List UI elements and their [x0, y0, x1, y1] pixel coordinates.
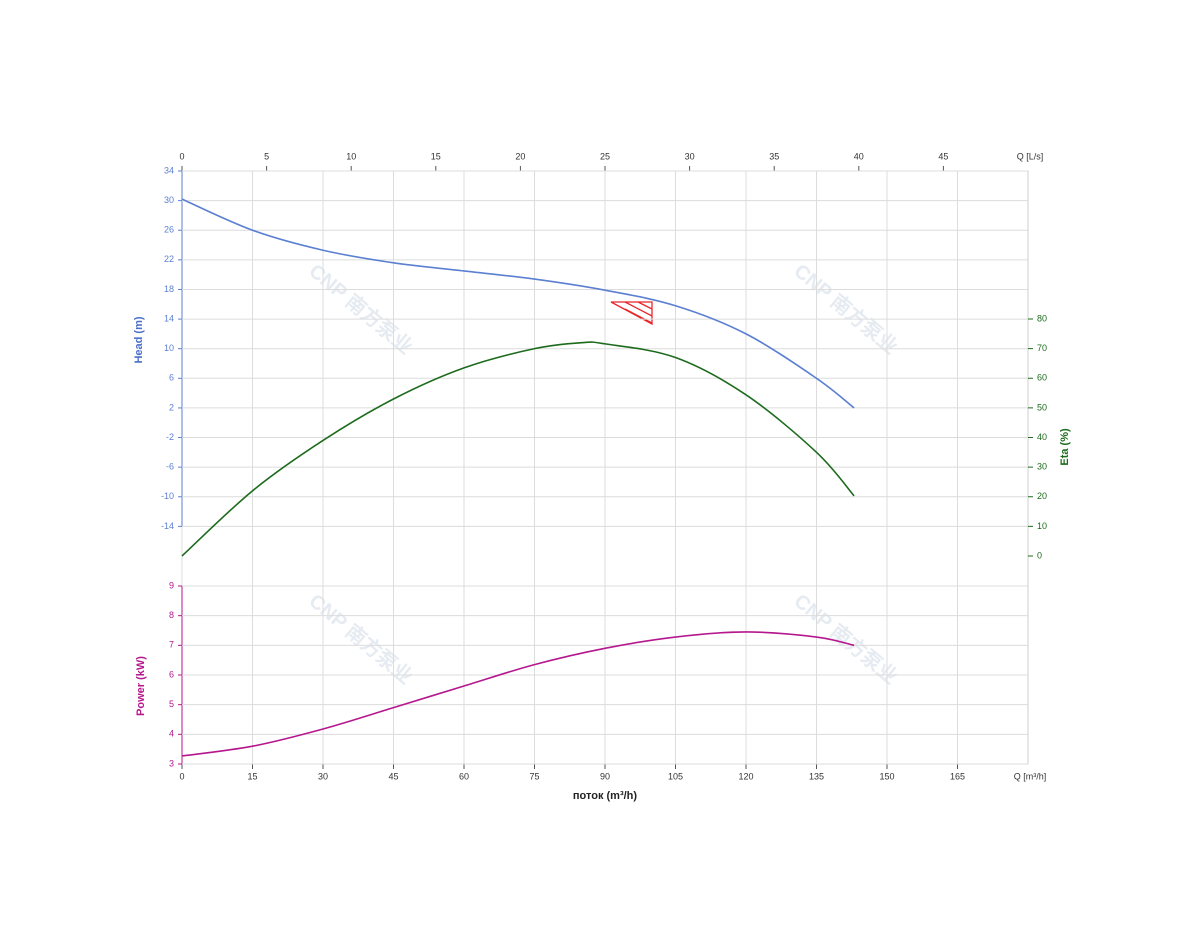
curve: [181, 631, 855, 757]
y-tick-label: 2: [169, 402, 174, 412]
x-unit: Q [m³/h]: [1014, 771, 1047, 781]
watermark: CNP 南方泵业: [790, 589, 903, 689]
x2-tick-label: 30: [685, 151, 695, 161]
y2-tick-label: 70: [1037, 343, 1047, 353]
duty-point-marker: [610, 301, 653, 326]
x-tick-label: 75: [529, 771, 539, 781]
y2-tick-label: 20: [1037, 491, 1047, 501]
y2-tick-label: 50: [1037, 402, 1047, 412]
y-tick-label: 14: [164, 313, 174, 323]
y3-axis-title: Power (kW): [135, 656, 147, 716]
y-tick-label: -6: [166, 462, 174, 472]
y-tick-label: 6: [169, 669, 174, 679]
y-tick-label: 26: [164, 225, 174, 235]
y2-tick-label: 60: [1037, 373, 1047, 383]
y-tick-label: 8: [169, 610, 174, 620]
x-tick-label: 15: [247, 771, 257, 781]
x2-tick-label: 40: [854, 151, 864, 161]
y-tick-label: 5: [169, 699, 174, 709]
y-tick-label: 34: [164, 165, 174, 175]
y-tick-label: 9: [169, 580, 174, 590]
x-tick-label: 90: [600, 771, 610, 781]
x-tick-label: 30: [318, 771, 328, 781]
x-tick-label: 150: [879, 771, 894, 781]
watermark: CNP 南方泵业: [305, 589, 418, 689]
x-tick-label: 45: [388, 771, 398, 781]
watermark: CNP 南方泵业: [305, 259, 418, 359]
y-tick-label: 30: [164, 195, 174, 205]
x-tick-label: 120: [738, 771, 753, 781]
x-tick-label: 165: [950, 771, 965, 781]
x-tick-label: 105: [668, 771, 683, 781]
y-axis-title: Head (m): [133, 316, 145, 363]
x-axis-title: поток (m³/h): [573, 790, 637, 802]
y2-tick-label: 10: [1037, 521, 1047, 531]
curve: [181, 198, 855, 409]
x2-tick-label: 20: [515, 151, 525, 161]
curve: [181, 341, 855, 557]
y-tick-label: 22: [164, 254, 174, 264]
x2-tick-label: 10: [346, 151, 356, 161]
x-tick-label: 135: [809, 771, 824, 781]
y-tick-label: 6: [169, 373, 174, 383]
y2-tick-label: 40: [1037, 432, 1047, 442]
y-tick-label: 4: [169, 729, 174, 739]
x-tick-label: 0: [179, 771, 184, 781]
y-tick-label: 7: [169, 640, 174, 650]
y-tick-label: -2: [166, 432, 174, 442]
y2-tick-label: 30: [1037, 462, 1047, 472]
y2-tick-label: 80: [1037, 313, 1047, 323]
x2-tick-label: 5: [264, 151, 269, 161]
y-tick-label: 3: [169, 758, 174, 768]
y2-tick-label: 0: [1037, 550, 1042, 560]
x2-tick-label: 15: [431, 151, 441, 161]
y-tick-label: 18: [164, 284, 174, 294]
x-tick-label: 60: [459, 771, 469, 781]
watermark: CNP 南方泵业: [790, 259, 903, 359]
x2-tick-label: 25: [600, 151, 610, 161]
y-tick-label: 10: [164, 343, 174, 353]
y-tick-label: -10: [161, 491, 174, 501]
x2-tick-label: 0: [179, 151, 184, 161]
x2-unit: Q [L/s]: [1017, 151, 1044, 161]
x2-tick-label: 35: [769, 151, 779, 161]
x2-tick-label: 45: [938, 151, 948, 161]
y-tick-label: -14: [161, 521, 174, 531]
y2-axis-title: Eta (%): [1059, 428, 1071, 466]
